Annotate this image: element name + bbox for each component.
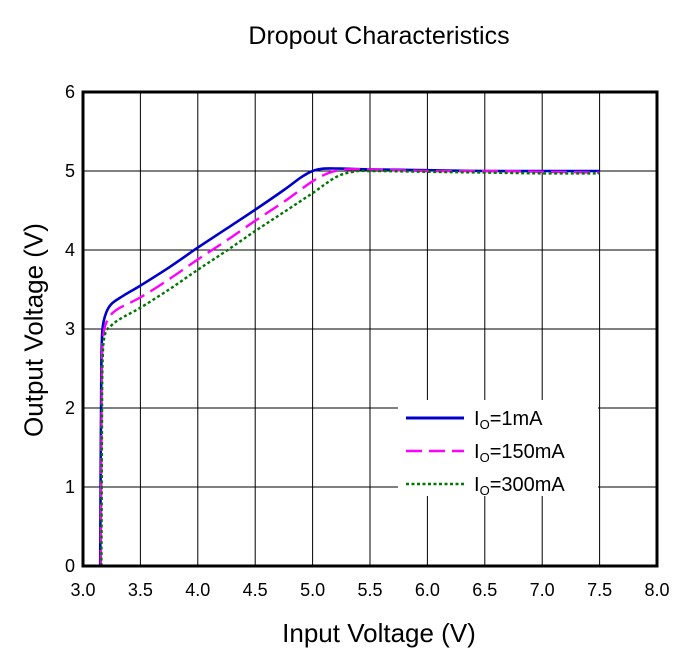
y-tick-label: 3 bbox=[65, 319, 75, 339]
series-layer bbox=[98, 167, 600, 567]
x-axis-title: Input Voltage (V) bbox=[282, 618, 476, 648]
legend-label: IO=300mA bbox=[474, 474, 565, 498]
legend-box bbox=[398, 400, 598, 496]
tick-labels: 3.0 3.5 4.0 4.5 5.0 5.5 6.0 6.5 7.0 7.5 8.0 0 1 2 3 4 5 6 bbox=[65, 82, 670, 600]
legend: IO=1mA IO=150mA IO=300mA bbox=[398, 400, 598, 498]
series-line bbox=[99, 167, 600, 567]
x-tick-label: 7.5 bbox=[587, 580, 612, 600]
plot-frame bbox=[81, 90, 659, 568]
x-tick-label: 3.5 bbox=[128, 580, 153, 600]
x-tick-label: 4.5 bbox=[243, 580, 268, 600]
y-tick-label: 2 bbox=[65, 398, 75, 418]
series-line bbox=[98, 167, 600, 567]
y-tick-label: 1 bbox=[65, 477, 75, 497]
legend-label: IO=150mA bbox=[474, 441, 565, 465]
y-tick-label: 4 bbox=[65, 240, 75, 260]
x-tick-label: 6.5 bbox=[472, 580, 497, 600]
legend-label: IO=1mA bbox=[474, 408, 543, 432]
x-tick-label: 7.0 bbox=[530, 580, 555, 600]
y-tick-label: 6 bbox=[65, 82, 75, 102]
chart-title: Dropout Characteristics bbox=[248, 22, 510, 50]
x-tick-label: 8.0 bbox=[644, 580, 669, 600]
x-tick-label: 5.5 bbox=[357, 580, 382, 600]
x-tick-label: 4.0 bbox=[185, 580, 210, 600]
x-tick-label: 6.0 bbox=[415, 580, 440, 600]
series-line bbox=[100, 169, 600, 567]
x-tick-label: 3.0 bbox=[70, 580, 95, 600]
x-tick-label: 5.0 bbox=[300, 580, 325, 600]
y-tick-label: 0 bbox=[65, 556, 75, 576]
y-tick-label: 5 bbox=[65, 161, 75, 181]
